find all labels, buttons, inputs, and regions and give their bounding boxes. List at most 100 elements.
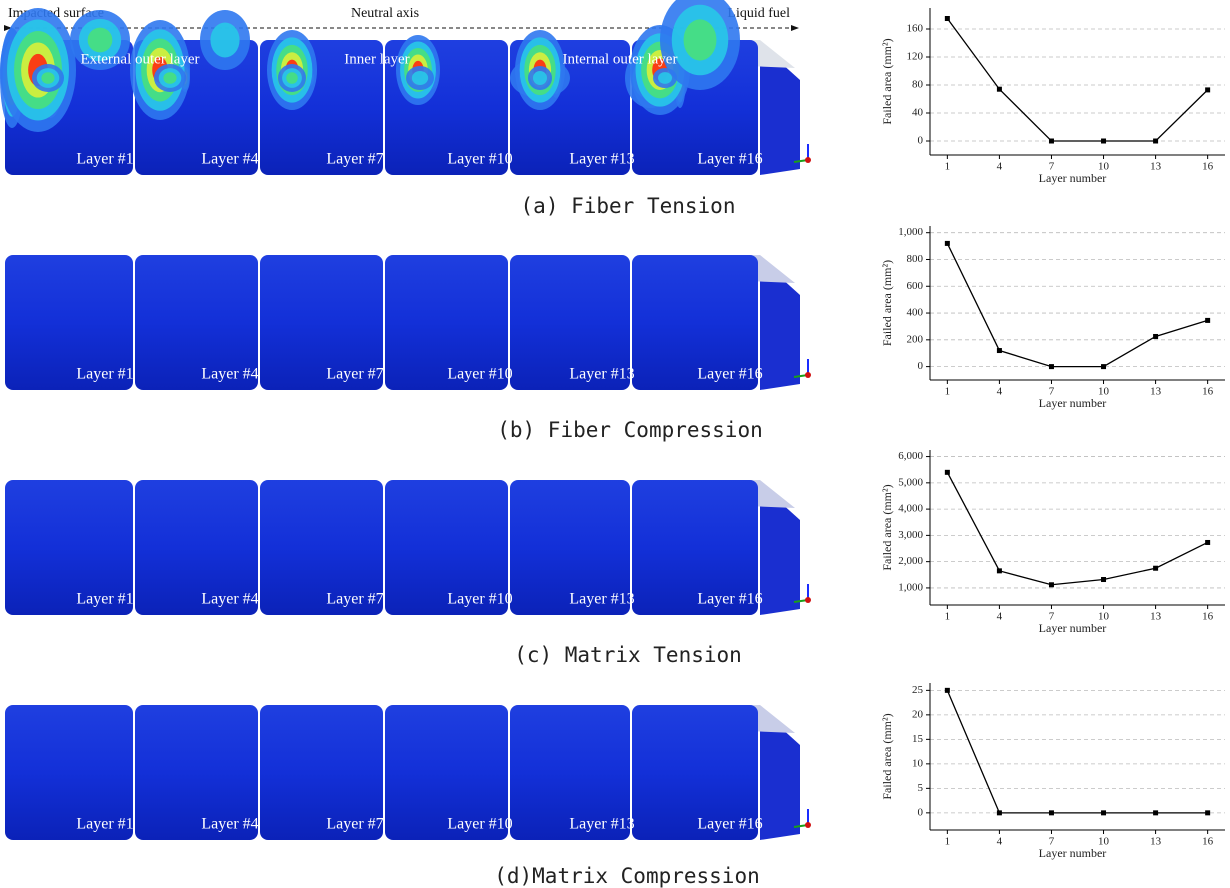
y-tick-label: 6,000 [898, 450, 923, 462]
y-tick-label: 800 [907, 253, 924, 265]
y-axis-label: Failed area (mm²) [880, 260, 894, 346]
layer-label: Layer #10 [447, 816, 512, 833]
layer-label: Layer #13 [569, 151, 634, 168]
y-tick-label: 5 [918, 782, 924, 794]
x-tick-label: 4 [997, 161, 1003, 173]
header-center: Neutral axis [351, 6, 419, 21]
x-tick-label: 16 [1202, 386, 1214, 398]
damage-spot [163, 72, 177, 84]
data-point [1205, 317, 1211, 323]
y-axis-label: Failed area (mm²) [880, 713, 894, 799]
region-label: Internal outer layer [563, 51, 678, 67]
y-tick-label: 25 [912, 684, 924, 696]
y-tick-label: 160 [907, 23, 924, 35]
triad [805, 157, 811, 163]
x-tick-label: 1 [945, 386, 951, 398]
data-line [946, 472, 1208, 586]
data-point [1153, 565, 1159, 571]
layer-panel [260, 480, 383, 615]
caption: (c) Matrix Tension [514, 643, 742, 667]
y-tick-label: 1,000 [898, 581, 923, 593]
x-axis-label: Layer number [1039, 621, 1107, 635]
x-tick-label: 13 [1150, 161, 1162, 173]
caption: (d)Matrix Compression [494, 864, 760, 888]
layer-label: Layer #13 [569, 816, 634, 833]
data-point [944, 687, 950, 693]
layer-panel [632, 480, 758, 615]
triad [805, 822, 811, 828]
layer-label: Layer #10 [447, 591, 512, 608]
header-right: Liquid fuel [727, 6, 790, 21]
data-point [1153, 810, 1159, 816]
y-tick-label: 4,000 [898, 503, 923, 515]
damage-spot [286, 72, 298, 84]
box-side [760, 484, 800, 615]
data-line [946, 243, 1208, 368]
data-point [1048, 582, 1054, 588]
layer-panel [632, 255, 758, 390]
layer-label: Layer #1 [76, 366, 133, 383]
layer-label: Layer #16 [697, 591, 762, 608]
layer-label: Layer #7 [326, 151, 383, 168]
x-tick-label: 4 [997, 386, 1003, 398]
layer-panel [510, 705, 630, 840]
data-point [996, 568, 1002, 574]
data-point [944, 16, 950, 21]
data-point [1205, 810, 1211, 816]
layer-label: Layer #16 [697, 816, 762, 833]
data-point [1205, 87, 1211, 93]
y-tick-label: 400 [907, 307, 924, 319]
region-label: External outer layer [80, 51, 199, 67]
box-side [760, 44, 800, 175]
layer-label: Layer #4 [201, 151, 258, 168]
data-point [944, 240, 950, 246]
data-point [944, 469, 950, 475]
caption: (a) Fiber Tension [521, 194, 736, 218]
x-tick-label: 10 [1098, 611, 1110, 623]
damage-spot [41, 72, 55, 84]
layer-panel [260, 255, 383, 390]
y-tick-label: 200 [907, 333, 924, 345]
y-tick-label: 1,000 [898, 226, 923, 238]
y-tick-label: 15 [912, 733, 924, 745]
damage-spot [411, 71, 429, 85]
data-point [996, 810, 1002, 816]
layer-panel [135, 255, 258, 390]
layer-label: Layer #4 [201, 591, 258, 608]
data-point [996, 86, 1002, 92]
x-tick-label: 7 [1049, 836, 1055, 848]
x-axis-label: Layer number [1039, 171, 1107, 185]
x-tick-label: 13 [1150, 836, 1162, 848]
data-point [1048, 138, 1054, 144]
damage-spot [87, 27, 113, 53]
layer-label: Layer #1 [76, 591, 133, 608]
layer-label: Layer #10 [447, 366, 512, 383]
x-tick-label: 16 [1202, 836, 1214, 848]
x-tick-label: 4 [997, 836, 1003, 848]
x-tick-label: 7 [1049, 161, 1055, 173]
x-axis-label: Layer number [1039, 396, 1107, 410]
y-tick-label: 3,000 [898, 529, 923, 541]
layer-panel [260, 705, 383, 840]
data-point [1153, 333, 1159, 339]
layer-label: Layer #7 [326, 366, 383, 383]
layer-label: Layer #13 [569, 591, 634, 608]
data-point [1048, 364, 1054, 370]
x-tick-label: 1 [945, 611, 951, 623]
y-tick-label: 2,000 [898, 555, 923, 567]
x-tick-label: 16 [1202, 611, 1214, 623]
data-line [946, 18, 1209, 142]
y-tick-label: 0 [918, 806, 924, 818]
data-point [1101, 364, 1107, 370]
y-axis-label: Failed area (mm²) [880, 484, 894, 570]
y-tick-label: 5,000 [898, 476, 923, 488]
layer-label: Layer #7 [326, 591, 383, 608]
layer-panel [5, 705, 133, 840]
damage-spot [683, 19, 717, 61]
layer-panel [135, 705, 258, 840]
layer-label: Layer #4 [201, 816, 258, 833]
layer-label: Layer #1 [76, 816, 133, 833]
y-tick-label: 20 [912, 708, 924, 720]
layer-label: Layer #16 [697, 366, 762, 383]
x-axis-label: Layer number [1039, 846, 1107, 860]
